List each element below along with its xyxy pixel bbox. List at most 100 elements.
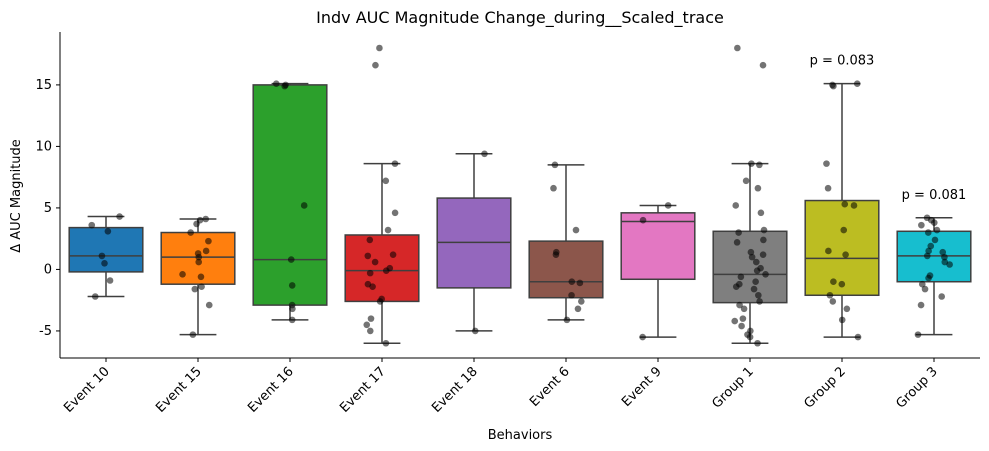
data-point	[189, 331, 197, 338]
data-point	[840, 226, 848, 234]
data-point	[742, 177, 750, 185]
data-point	[756, 298, 763, 305]
data-point	[382, 267, 390, 274]
data-point	[550, 184, 557, 192]
x-tick-label: Event 9	[619, 364, 665, 410]
data-point	[754, 184, 762, 192]
data-point	[825, 247, 832, 255]
data-point	[376, 44, 383, 52]
data-point	[850, 202, 858, 209]
data-point	[104, 227, 112, 235]
data-point	[193, 220, 200, 228]
data-point	[938, 293, 946, 300]
data-point	[481, 150, 488, 158]
y-tick-label: 10	[35, 139, 52, 154]
data-point	[830, 82, 837, 90]
data-point	[933, 226, 941, 234]
box	[620, 212, 696, 281]
data-point	[568, 278, 576, 286]
data-point	[289, 305, 296, 313]
y-axis-label: Δ AUC Magnitude	[9, 139, 24, 253]
data-point	[195, 258, 203, 266]
x-tick-label: Event 10	[61, 364, 113, 416]
data-point	[91, 293, 99, 300]
p-value-annotation: p = 0.083	[810, 54, 875, 69]
data-point	[384, 226, 392, 234]
data-point	[572, 226, 580, 234]
data-point	[921, 285, 929, 293]
data-point	[272, 80, 280, 87]
data-point	[364, 252, 372, 260]
data-point	[101, 259, 108, 267]
data-point	[843, 305, 851, 313]
data-point	[918, 221, 925, 229]
data-point	[762, 271, 769, 278]
data-point	[205, 301, 213, 309]
data-point	[568, 291, 575, 299]
data-point	[838, 316, 846, 324]
data-point	[552, 251, 560, 258]
data-point	[760, 226, 768, 234]
data-point	[914, 331, 922, 338]
chart-title: Indv AUC Magnitude Change_during__Scaled…	[316, 8, 724, 28]
box	[344, 234, 420, 303]
y-tick-label: 0	[44, 262, 52, 277]
data-point	[841, 200, 849, 208]
data-point	[734, 44, 741, 52]
data-point	[755, 291, 762, 299]
data-point	[551, 161, 559, 169]
data-point	[372, 61, 379, 69]
data-point	[731, 317, 739, 325]
data-point	[829, 298, 837, 305]
box	[804, 199, 880, 297]
data-point	[854, 333, 862, 341]
data-point	[98, 252, 106, 260]
data-point	[376, 298, 384, 305]
data-point	[941, 253, 948, 261]
data-point	[202, 247, 210, 255]
data-point	[740, 305, 748, 313]
y-tick-label: -5	[39, 324, 52, 339]
box	[252, 84, 328, 306]
data-point	[300, 202, 308, 209]
data-point	[732, 202, 740, 209]
data-point	[917, 301, 925, 309]
data-point	[748, 160, 755, 167]
data-point	[752, 278, 759, 286]
data-point	[391, 160, 399, 167]
data-point	[941, 258, 949, 266]
data-point	[187, 229, 194, 236]
data-point	[195, 253, 203, 261]
data-point	[578, 298, 585, 305]
data-point	[738, 322, 745, 330]
data-point	[639, 216, 647, 224]
data-point	[739, 315, 747, 322]
data-point	[191, 285, 199, 293]
data-point	[830, 278, 837, 286]
x-tick-label: Group 3	[893, 364, 940, 411]
data-point	[639, 333, 646, 341]
data-point	[198, 283, 205, 290]
data-point	[205, 237, 212, 245]
data-point	[363, 321, 371, 329]
data-point	[737, 273, 745, 281]
data-point	[664, 202, 672, 209]
data-point	[946, 261, 953, 268]
x-tick-label: Event 6	[527, 364, 573, 410]
data-point	[288, 282, 296, 289]
data-point	[391, 209, 399, 217]
data-point	[853, 80, 861, 87]
data-point	[759, 251, 767, 258]
data-point	[197, 273, 205, 281]
y-tick-label: 5	[44, 201, 52, 216]
x-tick-label: Event 15	[153, 364, 205, 416]
data-point	[288, 316, 296, 324]
data-point	[823, 160, 830, 167]
x-tick-label: Group 1	[709, 364, 756, 411]
data-point	[366, 236, 374, 244]
data-point	[389, 251, 397, 258]
data-point	[759, 61, 767, 69]
data-point	[931, 219, 938, 226]
plot-area: -5 0 5 10 15 Event 10 Event 15 Event 16 Event 17…	[35, 32, 980, 416]
